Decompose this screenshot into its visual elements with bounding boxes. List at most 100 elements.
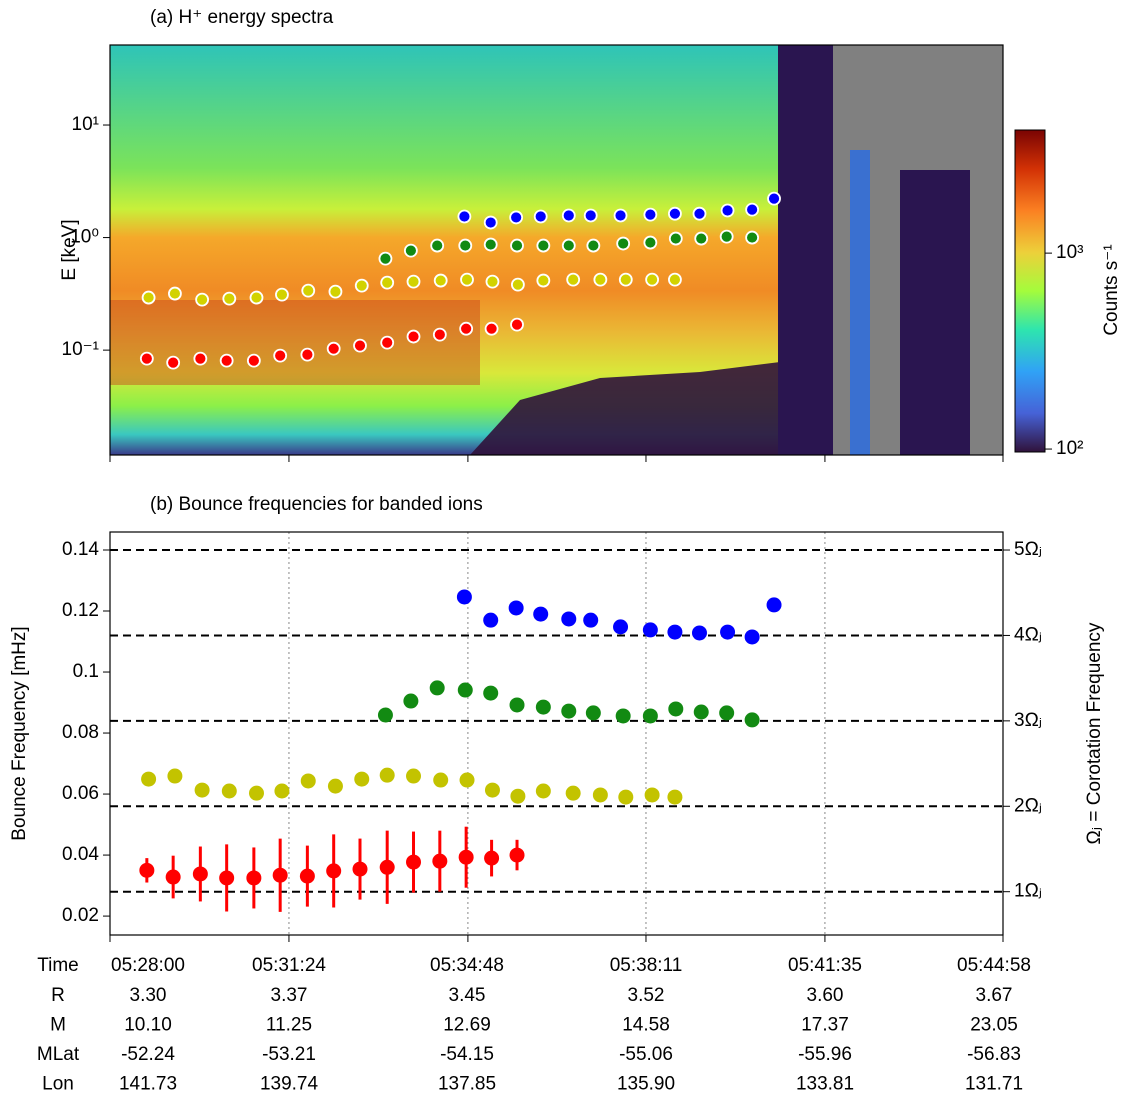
- marker: [613, 208, 628, 223]
- marker: [433, 273, 448, 288]
- marker: [379, 859, 395, 875]
- marker: [249, 290, 264, 305]
- spectrogram-dark: [900, 170, 970, 455]
- table-cell: 3.37: [271, 985, 308, 1006]
- marker: [460, 272, 474, 287]
- marker: [643, 207, 658, 222]
- marker: [510, 788, 526, 804]
- y-tick-label: 0.04: [62, 844, 99, 865]
- table-cell: 135.90: [617, 1074, 675, 1095]
- marker: [483, 237, 498, 252]
- marker: [561, 208, 576, 223]
- marker: [167, 768, 183, 784]
- marker: [458, 849, 474, 865]
- marker: [615, 708, 631, 724]
- table-cell: 137.85: [438, 1074, 496, 1095]
- marker: [222, 291, 237, 306]
- marker: [433, 772, 449, 788]
- x-tick-label: 05:38:11: [610, 955, 683, 976]
- marker: [536, 238, 551, 253]
- y2-tick-label: 2Ωⱼ: [1014, 795, 1042, 816]
- marker: [510, 317, 524, 332]
- marker: [694, 231, 709, 246]
- marker: [561, 703, 577, 719]
- spectrogram-dark: [778, 45, 833, 455]
- marker: [668, 701, 684, 717]
- y2-tick-label: 1Ωⱼ: [1014, 881, 1042, 902]
- marker: [536, 273, 551, 288]
- marker: [586, 238, 601, 253]
- table-cell: 14.58: [622, 1015, 670, 1036]
- colorbar-tick-label: 10³: [1056, 242, 1083, 263]
- marker: [668, 231, 683, 246]
- marker: [484, 321, 499, 336]
- marker: [745, 202, 760, 217]
- marker: [166, 355, 181, 370]
- marker: [719, 705, 735, 721]
- marker: [352, 861, 368, 877]
- marker: [511, 277, 525, 292]
- marker: [668, 206, 682, 221]
- marker: [720, 624, 736, 640]
- marker: [767, 191, 781, 206]
- marker: [616, 236, 631, 251]
- marker: [219, 353, 234, 368]
- table-cell: 3.30: [130, 985, 167, 1006]
- table-cell: 11.25: [266, 1015, 312, 1036]
- marker: [326, 341, 341, 356]
- colorbar: [1014, 129, 1046, 453]
- marker: [168, 286, 182, 301]
- marker: [509, 697, 525, 713]
- y-tick-label: 0.08: [62, 722, 99, 743]
- table-cell: -53.21: [262, 1044, 316, 1065]
- panel-title: (b) Bounce frequencies for banded ions: [150, 494, 483, 515]
- x-tick-label: 05:31:24: [252, 955, 326, 976]
- marker: [668, 272, 682, 287]
- marker: [194, 782, 210, 798]
- marker: [644, 787, 660, 803]
- y-tick-label: 10⁰: [70, 227, 99, 248]
- marker: [353, 338, 367, 353]
- marker: [766, 597, 782, 613]
- marker: [509, 210, 524, 225]
- table-row-label: MLat: [37, 1044, 80, 1065]
- marker: [273, 348, 288, 363]
- table-row-label: Time: [37, 955, 79, 976]
- marker: [509, 847, 525, 863]
- marker: [406, 854, 422, 870]
- marker: [403, 693, 419, 709]
- table-cell: -55.06: [619, 1044, 673, 1065]
- x-tick-label: 05:41:35: [788, 955, 862, 976]
- marker: [380, 275, 395, 290]
- marker: [508, 600, 524, 616]
- marker: [406, 274, 421, 289]
- marker: [458, 238, 473, 253]
- y2-tick-label: 4Ωⱼ: [1014, 624, 1042, 645]
- y2-axis-label: Ωⱼ = Corotation Frequency: [1084, 622, 1105, 844]
- marker: [719, 229, 734, 244]
- table-cell: -55.96: [798, 1044, 852, 1065]
- marker: [248, 785, 264, 801]
- marker: [510, 238, 524, 253]
- marker: [377, 707, 393, 723]
- y-tick-label: 10⁻¹: [62, 339, 100, 360]
- marker: [645, 272, 660, 287]
- marker: [193, 351, 208, 366]
- marker: [561, 611, 577, 627]
- marker: [535, 783, 551, 799]
- table-cell: 3.52: [628, 985, 665, 1006]
- marker: [272, 867, 288, 883]
- marker: [406, 329, 421, 344]
- marker: [301, 283, 316, 298]
- marker: [565, 785, 581, 801]
- marker: [275, 287, 289, 302]
- marker: [744, 629, 760, 645]
- marker: [592, 787, 608, 803]
- marker: [744, 712, 760, 728]
- y-tick-label: 0.14: [62, 539, 99, 560]
- marker: [219, 870, 235, 886]
- marker: [326, 863, 342, 879]
- table-cell: 17.37: [801, 1015, 849, 1036]
- y-axis-label: E [keV]: [59, 219, 80, 280]
